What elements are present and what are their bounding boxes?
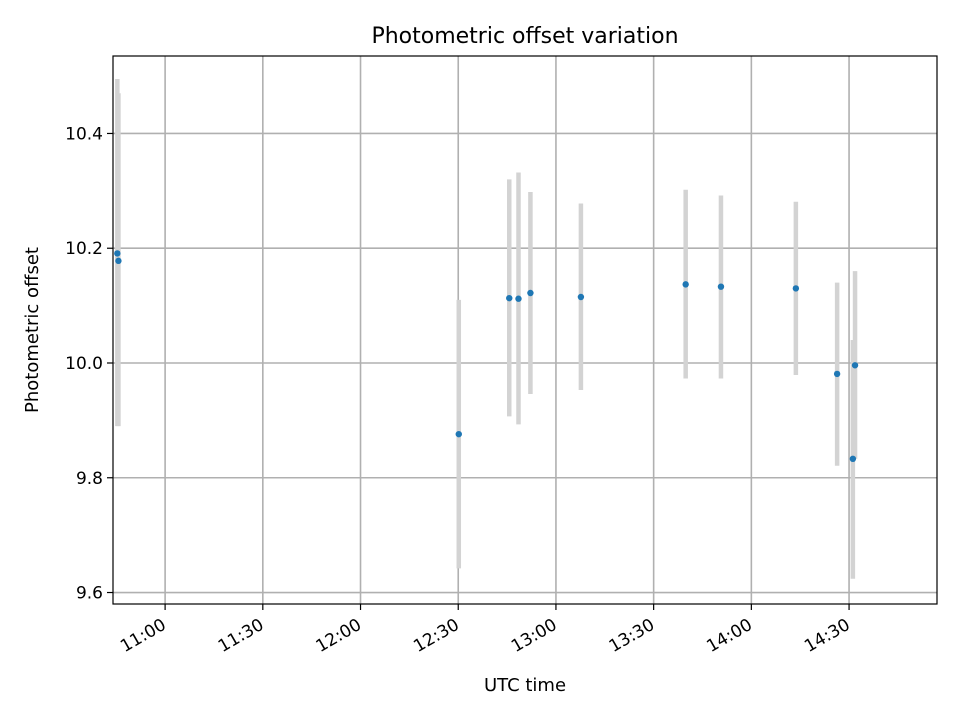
y-tick-label: 10.4 (65, 124, 103, 144)
plot-frame (112, 55, 938, 605)
x-tick-label: 12:00 (313, 615, 365, 657)
data-point (515, 295, 522, 302)
y-tick-label: 9.6 (76, 584, 103, 604)
data-point (849, 455, 857, 463)
grid (113, 56, 937, 604)
x-tick-label: 11:30 (215, 615, 267, 657)
y-axis-ticks: 9.6 9.8 10.0 10.2 10.4 (65, 124, 113, 604)
data-point (792, 285, 800, 292)
data-point (455, 430, 462, 438)
y-tick-label: 10.0 (65, 354, 103, 374)
data-point (577, 293, 585, 301)
x-tick-label: 14:30 (801, 615, 853, 657)
y-tick-label: 9.8 (76, 469, 103, 489)
data-point (506, 294, 513, 302)
data-point (717, 283, 725, 290)
data-point (833, 370, 841, 378)
error-bars (115, 78, 858, 579)
x-axis-label: UTC time (484, 675, 566, 696)
data-point (114, 250, 121, 257)
y-axis-label: Photometric offset (22, 247, 43, 413)
x-tick-label: 14:00 (703, 615, 755, 657)
data-point (115, 257, 122, 265)
data-point (682, 281, 689, 288)
data-point (527, 289, 534, 297)
x-axis-ticks: 11:00 11:30 12:00 12:30 13:00 13:30 14:00 14:30 (117, 604, 854, 657)
chart-title: Photometric offset variation (371, 24, 678, 49)
x-tick-label: 11:00 (117, 615, 169, 657)
x-tick-label: 13:30 (606, 615, 658, 657)
x-tick-label: 12:30 (410, 615, 462, 657)
data-points (114, 250, 859, 463)
data-point (851, 362, 859, 369)
y-tick-label: 10.2 (65, 239, 103, 259)
x-tick-label: 13:00 (508, 615, 560, 657)
